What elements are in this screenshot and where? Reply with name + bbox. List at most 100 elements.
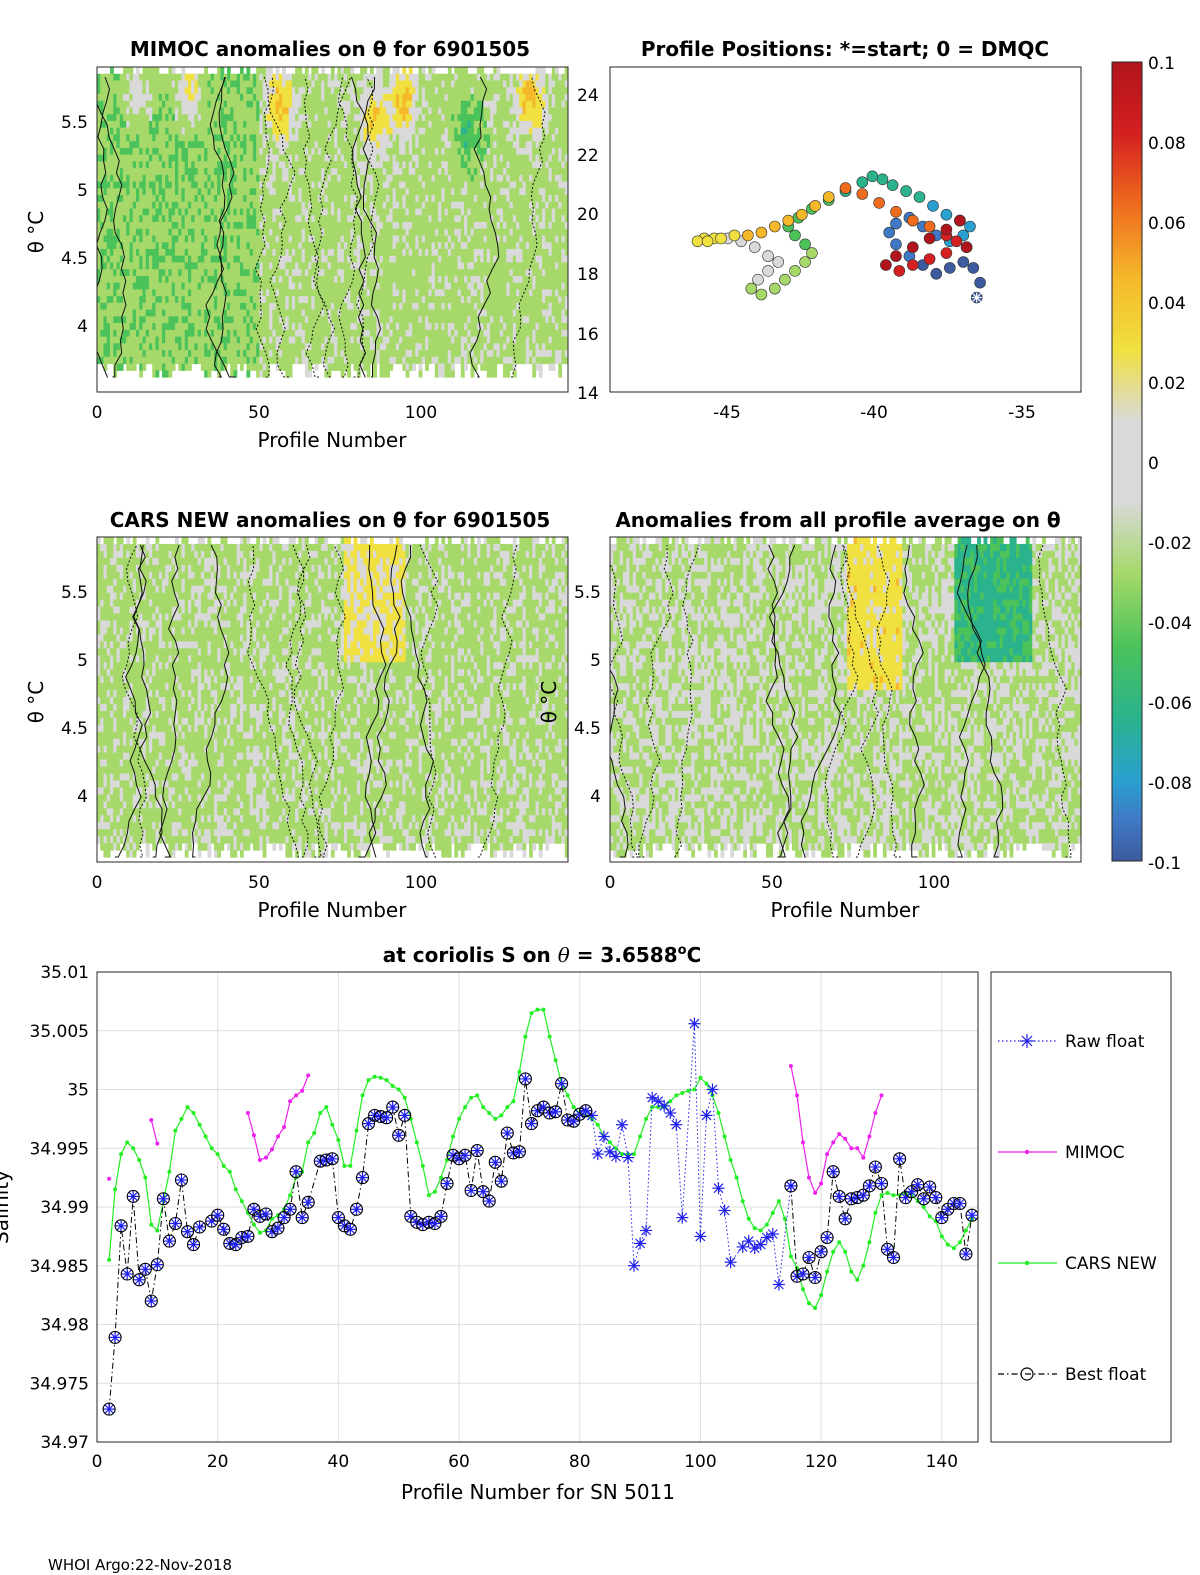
- heatmap-cell: [285, 248, 290, 257]
- heatmap-cell: [97, 309, 101, 317]
- heatmap-cell: [392, 127, 397, 135]
- heatmap-cell: [135, 316, 140, 324]
- heatmap-cell: [301, 350, 306, 358]
- heatmap-cell: [278, 228, 283, 237]
- heatmap-cell: [438, 370, 442, 378]
- heatmap-cell: [363, 201, 368, 210]
- heatmap-cell: [252, 262, 257, 270]
- heatmap-cell: [311, 228, 316, 237]
- heatmap-cell: [282, 316, 286, 324]
- heatmap-cell: [324, 329, 329, 338]
- heatmap-cell: [412, 343, 416, 351]
- heatmap-cell: [343, 309, 348, 317]
- heatmap-cell: [431, 289, 436, 297]
- heatmap-cell: [337, 350, 342, 358]
- heatmap-cell: [444, 296, 449, 304]
- heatmap-cell: [295, 302, 299, 311]
- heatmap-cell: [402, 168, 407, 176]
- heatmap-cell: [441, 336, 446, 344]
- heatmap-cell: [415, 336, 420, 344]
- heatmap-cell: [353, 363, 358, 371]
- heatmap-cell: [174, 134, 179, 142]
- heatmap-cell: [259, 336, 264, 344]
- heatmap-cell: [330, 222, 335, 230]
- heatmap-cell: [200, 316, 205, 324]
- heatmap-cell: [412, 329, 416, 338]
- heatmap-cell: [262, 343, 267, 351]
- heatmap-cell: [399, 296, 403, 304]
- heatmap-cell: [246, 67, 251, 75]
- heatmap-cell: [295, 67, 299, 75]
- heatmap-cell: [259, 323, 264, 331]
- heatmap-cell: [347, 215, 351, 223]
- heatmap-cell: [278, 87, 283, 95]
- heatmap-cell: [314, 154, 319, 162]
- heatmap-cell: [256, 336, 261, 344]
- heatmap-cell: [363, 107, 368, 115]
- heatmap-cell: [431, 248, 436, 257]
- heatmap-cell: [330, 154, 335, 162]
- heatmap-cell: [116, 228, 121, 237]
- heatmap-cell: [122, 228, 127, 237]
- heatmap-cell: [236, 289, 241, 297]
- heatmap-cell: [408, 87, 413, 95]
- heatmap-cell: [262, 282, 267, 290]
- heatmap-cell: [113, 269, 118, 277]
- heatmap-cell: [103, 208, 108, 216]
- heatmap-cell: [135, 174, 140, 183]
- heatmap-cell: [178, 114, 183, 122]
- heatmap-cell: [447, 134, 452, 142]
- heatmap-cell: [213, 302, 218, 311]
- heatmap-cell: [454, 161, 459, 169]
- heatmap-cell: [373, 356, 377, 365]
- heatmap-cell: [181, 100, 186, 109]
- heatmap-cell: [298, 120, 303, 129]
- heatmap-cell: [148, 107, 153, 115]
- heatmap-cell: [311, 120, 316, 129]
- heatmap-cell: [356, 242, 361, 250]
- heatmap-cell: [181, 161, 186, 169]
- heatmap-cell: [347, 188, 351, 196]
- heatmap-cell: [207, 222, 212, 230]
- heatmap-cell: [200, 289, 205, 297]
- heatmap-cell: [106, 309, 111, 317]
- heatmap-cell: [100, 316, 105, 324]
- heatmap-cell: [213, 269, 218, 277]
- heatmap-cell: [408, 275, 413, 284]
- heatmap-cell: [308, 87, 312, 95]
- heatmap-cell: [291, 309, 296, 317]
- heatmap-cell: [233, 80, 238, 88]
- heatmap-cell: [330, 161, 335, 169]
- heatmap-cell: [191, 302, 196, 311]
- heatmap-cell: [158, 275, 163, 284]
- heatmap-cell: [132, 329, 137, 338]
- heatmap-cell: [155, 154, 160, 162]
- heatmap-cell: [451, 228, 455, 237]
- heatmap-cell: [178, 188, 183, 196]
- heatmap-cell: [197, 323, 202, 331]
- heatmap-cell: [382, 329, 387, 338]
- heatmap-cell: [100, 120, 105, 129]
- heatmap-cell: [233, 215, 238, 223]
- heatmap-cell: [122, 195, 127, 203]
- heatmap-cell: [230, 343, 235, 351]
- heatmap-cell: [249, 141, 254, 149]
- heatmap-cell: [405, 168, 410, 176]
- heatmap-cell: [330, 181, 335, 189]
- heatmap-cell: [363, 363, 368, 371]
- heatmap-cell: [103, 282, 108, 290]
- heatmap-cell: [217, 127, 222, 135]
- heatmap-cell: [278, 154, 283, 162]
- heatmap-cell: [304, 235, 309, 243]
- heatmap-cell: [122, 269, 127, 277]
- heatmap-cell: [259, 147, 264, 156]
- heatmap-cell: [454, 154, 459, 162]
- heatmap-cell: [145, 107, 150, 115]
- heatmap-cell: [168, 147, 173, 156]
- heatmap-cell: [109, 80, 114, 88]
- heatmap-cell: [415, 323, 420, 331]
- heatmap-cell: [275, 208, 280, 216]
- heatmap-cell: [243, 114, 248, 122]
- heatmap-cell: [347, 147, 351, 156]
- heatmap-cell: [337, 168, 342, 176]
